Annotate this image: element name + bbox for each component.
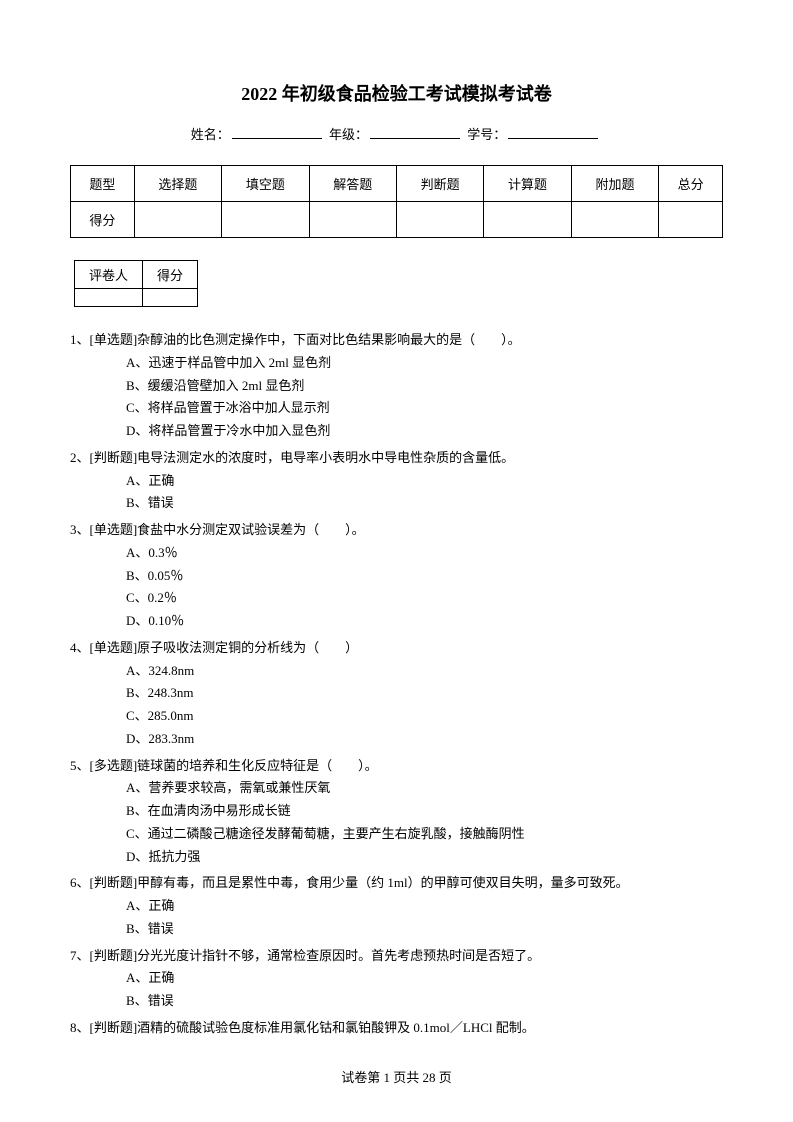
score-cell-7[interactable] <box>659 202 723 238</box>
question-6: 6、[判断题]甲醇有毒，而且是累性中毒，食用少量（约 1ml）的甲醇可使双目失明… <box>70 872 723 940</box>
question-option: D、将样品管置于冷水中加入显色剂 <box>70 420 723 443</box>
score-header-5: 计算题 <box>484 166 571 202</box>
page-footer: 试卷第 1 页共 28 页 <box>0 1067 793 1086</box>
score-table-header-row: 题型 选择题 填空题 解答题 判断题 计算题 附加题 总分 <box>71 166 723 202</box>
question-option: A、迅速于样品管中加入 2ml 显色剂 <box>70 352 723 375</box>
question-3: 3、[单选题]食盐中水分测定双试验误差为（ ）。A、0.3％B、0.05％C、0… <box>70 519 723 633</box>
question-option: C、通过二磷酸己糖途径发酵葡萄糖，主要产生右旋乳酸，接触酶阴性 <box>70 823 723 846</box>
score-header-2: 填空题 <box>222 166 309 202</box>
question-option: C、285.0nm <box>70 705 723 728</box>
question-2: 2、[判断题]电导法测定水的浓度时，电导率小表明水中导电性杂质的含量低。A、正确… <box>70 447 723 515</box>
grade-label: 年级： <box>329 127 368 142</box>
score-header-6: 附加题 <box>571 166 658 202</box>
score-table-score-row: 得分 <box>71 202 723 238</box>
question-option: D、抵抗力强 <box>70 846 723 869</box>
question-option: D、283.3nm <box>70 728 723 751</box>
question-option: B、0.05％ <box>70 565 723 588</box>
question-option: B、在血清肉汤中易形成长链 <box>70 800 723 823</box>
question-option: A、0.3％ <box>70 542 723 565</box>
score-header-4: 判断题 <box>396 166 483 202</box>
question-option: C、0.2％ <box>70 587 723 610</box>
question-option: C、将样品管置于冰浴中加人显示剂 <box>70 397 723 420</box>
score-row-label: 得分 <box>71 202 135 238</box>
grader-cell-1[interactable] <box>143 289 198 307</box>
question-4: 4、[单选题]原子吸收法测定铜的分析线为（ ）A、324.8nmB、248.3n… <box>70 637 723 751</box>
question-option: B、错误 <box>70 918 723 941</box>
question-stem: 4、[单选题]原子吸收法测定铜的分析线为（ ） <box>70 637 723 660</box>
grade-blank[interactable] <box>370 125 460 139</box>
score-cell-3[interactable] <box>309 202 396 238</box>
footer-mid: 页共 <box>390 1070 423 1085</box>
name-label: 姓名： <box>191 127 230 142</box>
question-option: D、0.10％ <box>70 610 723 633</box>
question-option: B、248.3nm <box>70 682 723 705</box>
score-cell-5[interactable] <box>484 202 571 238</box>
question-stem: 3、[单选题]食盐中水分测定双试验误差为（ ）。 <box>70 519 723 542</box>
question-option: B、错误 <box>70 492 723 515</box>
footer-suffix: 页 <box>436 1070 452 1085</box>
question-option: A、正确 <box>70 470 723 493</box>
questions-container: 1、[单选题]杂醇油的比色测定操作中，下面对比色结果影响最大的是（ ）。A、迅速… <box>70 329 723 1040</box>
question-option: A、324.8nm <box>70 660 723 683</box>
score-cell-6[interactable] <box>571 202 658 238</box>
question-option: B、错误 <box>70 990 723 1013</box>
grader-header-row: 评卷人 得分 <box>75 261 198 289</box>
score-cell-2[interactable] <box>222 202 309 238</box>
question-option: B、缓缓沿管壁加入 2ml 显色剂 <box>70 375 723 398</box>
student-info-line: 姓名： 年级： 学号： <box>70 124 723 143</box>
grader-table: 评卷人 得分 <box>74 260 198 307</box>
id-label: 学号： <box>467 127 506 142</box>
grader-header-0: 评卷人 <box>75 261 143 289</box>
question-stem: 6、[判断题]甲醇有毒，而且是累性中毒，食用少量（约 1ml）的甲醇可使双目失明… <box>70 872 723 895</box>
question-stem: 7、[判断题]分光光度计指针不够，通常检查原因时。首先考虑预热时间是否短了。 <box>70 945 723 968</box>
question-8: 8、[判断题]酒精的硫酸试验色度标准用氯化钴和氯铂酸钾及 0.1mol／LHCl… <box>70 1017 723 1040</box>
question-7: 7、[判断题]分光光度计指针不够，通常检查原因时。首先考虑预热时间是否短了。A、… <box>70 945 723 1013</box>
score-header-3: 解答题 <box>309 166 396 202</box>
question-stem: 1、[单选题]杂醇油的比色测定操作中，下面对比色结果影响最大的是（ ）。 <box>70 329 723 352</box>
page-title: 2022 年初级食品检验工考试模拟考试卷 <box>70 80 723 106</box>
question-stem: 2、[判断题]电导法测定水的浓度时，电导率小表明水中导电性杂质的含量低。 <box>70 447 723 470</box>
question-option: A、营养要求较高，需氧或兼性厌氧 <box>70 777 723 800</box>
name-blank[interactable] <box>232 125 322 139</box>
score-header-0: 题型 <box>71 166 135 202</box>
question-5: 5、[多选题]链球菌的培养和生化反应特征是（ ）。A、营养要求较高，需氧或兼性厌… <box>70 755 723 869</box>
footer-total: 28 <box>423 1070 436 1085</box>
id-blank[interactable] <box>508 125 598 139</box>
grader-value-row <box>75 289 198 307</box>
score-cell-1[interactable] <box>134 202 221 238</box>
question-option: A、正确 <box>70 895 723 918</box>
question-stem: 5、[多选题]链球菌的培养和生化反应特征是（ ）。 <box>70 755 723 778</box>
question-1: 1、[单选题]杂醇油的比色测定操作中，下面对比色结果影响最大的是（ ）。A、迅速… <box>70 329 723 443</box>
footer-prefix: 试卷第 <box>341 1070 383 1085</box>
score-header-7: 总分 <box>659 166 723 202</box>
grader-cell-0[interactable] <box>75 289 143 307</box>
score-cell-4[interactable] <box>396 202 483 238</box>
grader-header-1: 得分 <box>143 261 198 289</box>
score-table: 题型 选择题 填空题 解答题 判断题 计算题 附加题 总分 得分 <box>70 165 723 238</box>
question-stem: 8、[判断题]酒精的硫酸试验色度标准用氯化钴和氯铂酸钾及 0.1mol／LHCl… <box>70 1017 723 1040</box>
question-option: A、正确 <box>70 967 723 990</box>
score-header-1: 选择题 <box>134 166 221 202</box>
